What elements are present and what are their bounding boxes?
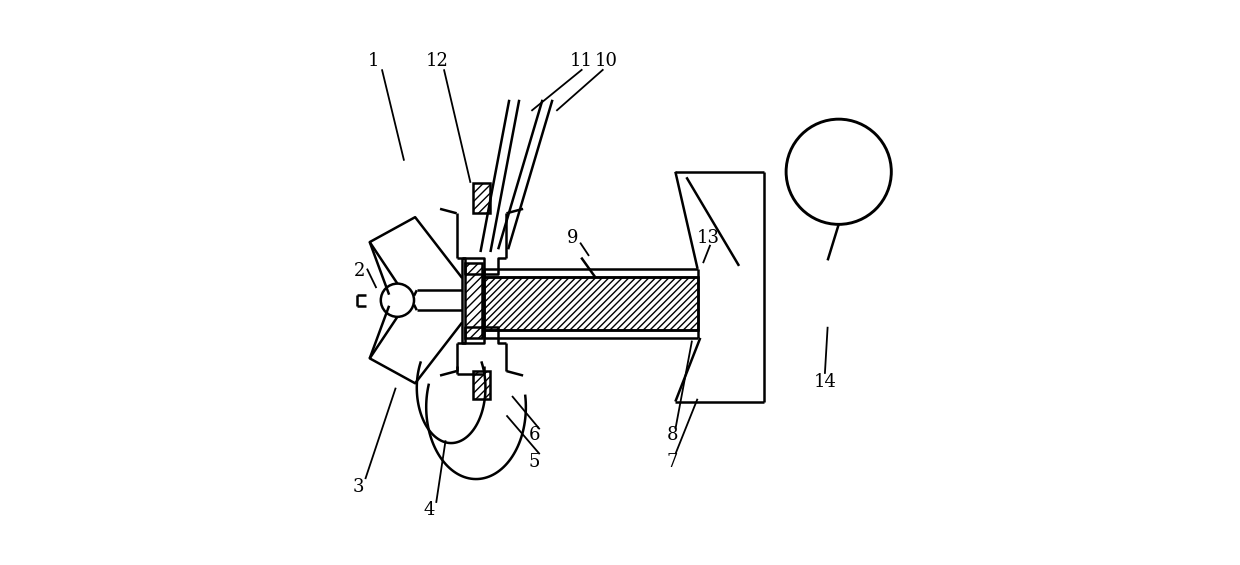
Text: 12: 12 [425, 52, 449, 70]
Text: 5: 5 [528, 454, 539, 471]
Polygon shape [465, 263, 481, 338]
Text: 9: 9 [567, 229, 579, 247]
Text: 10: 10 [595, 52, 618, 70]
Text: 13: 13 [697, 229, 720, 247]
Text: 2: 2 [355, 262, 366, 280]
Text: 4: 4 [423, 501, 435, 519]
Text: 11: 11 [569, 52, 593, 70]
Text: 14: 14 [813, 373, 836, 391]
Text: 3: 3 [353, 479, 365, 497]
Polygon shape [474, 183, 490, 214]
Text: 7: 7 [667, 454, 678, 471]
Text: 6: 6 [528, 426, 539, 444]
Text: 1: 1 [368, 52, 379, 70]
Circle shape [381, 284, 414, 317]
Polygon shape [474, 371, 490, 399]
Polygon shape [485, 277, 698, 329]
Text: 8: 8 [667, 426, 678, 444]
